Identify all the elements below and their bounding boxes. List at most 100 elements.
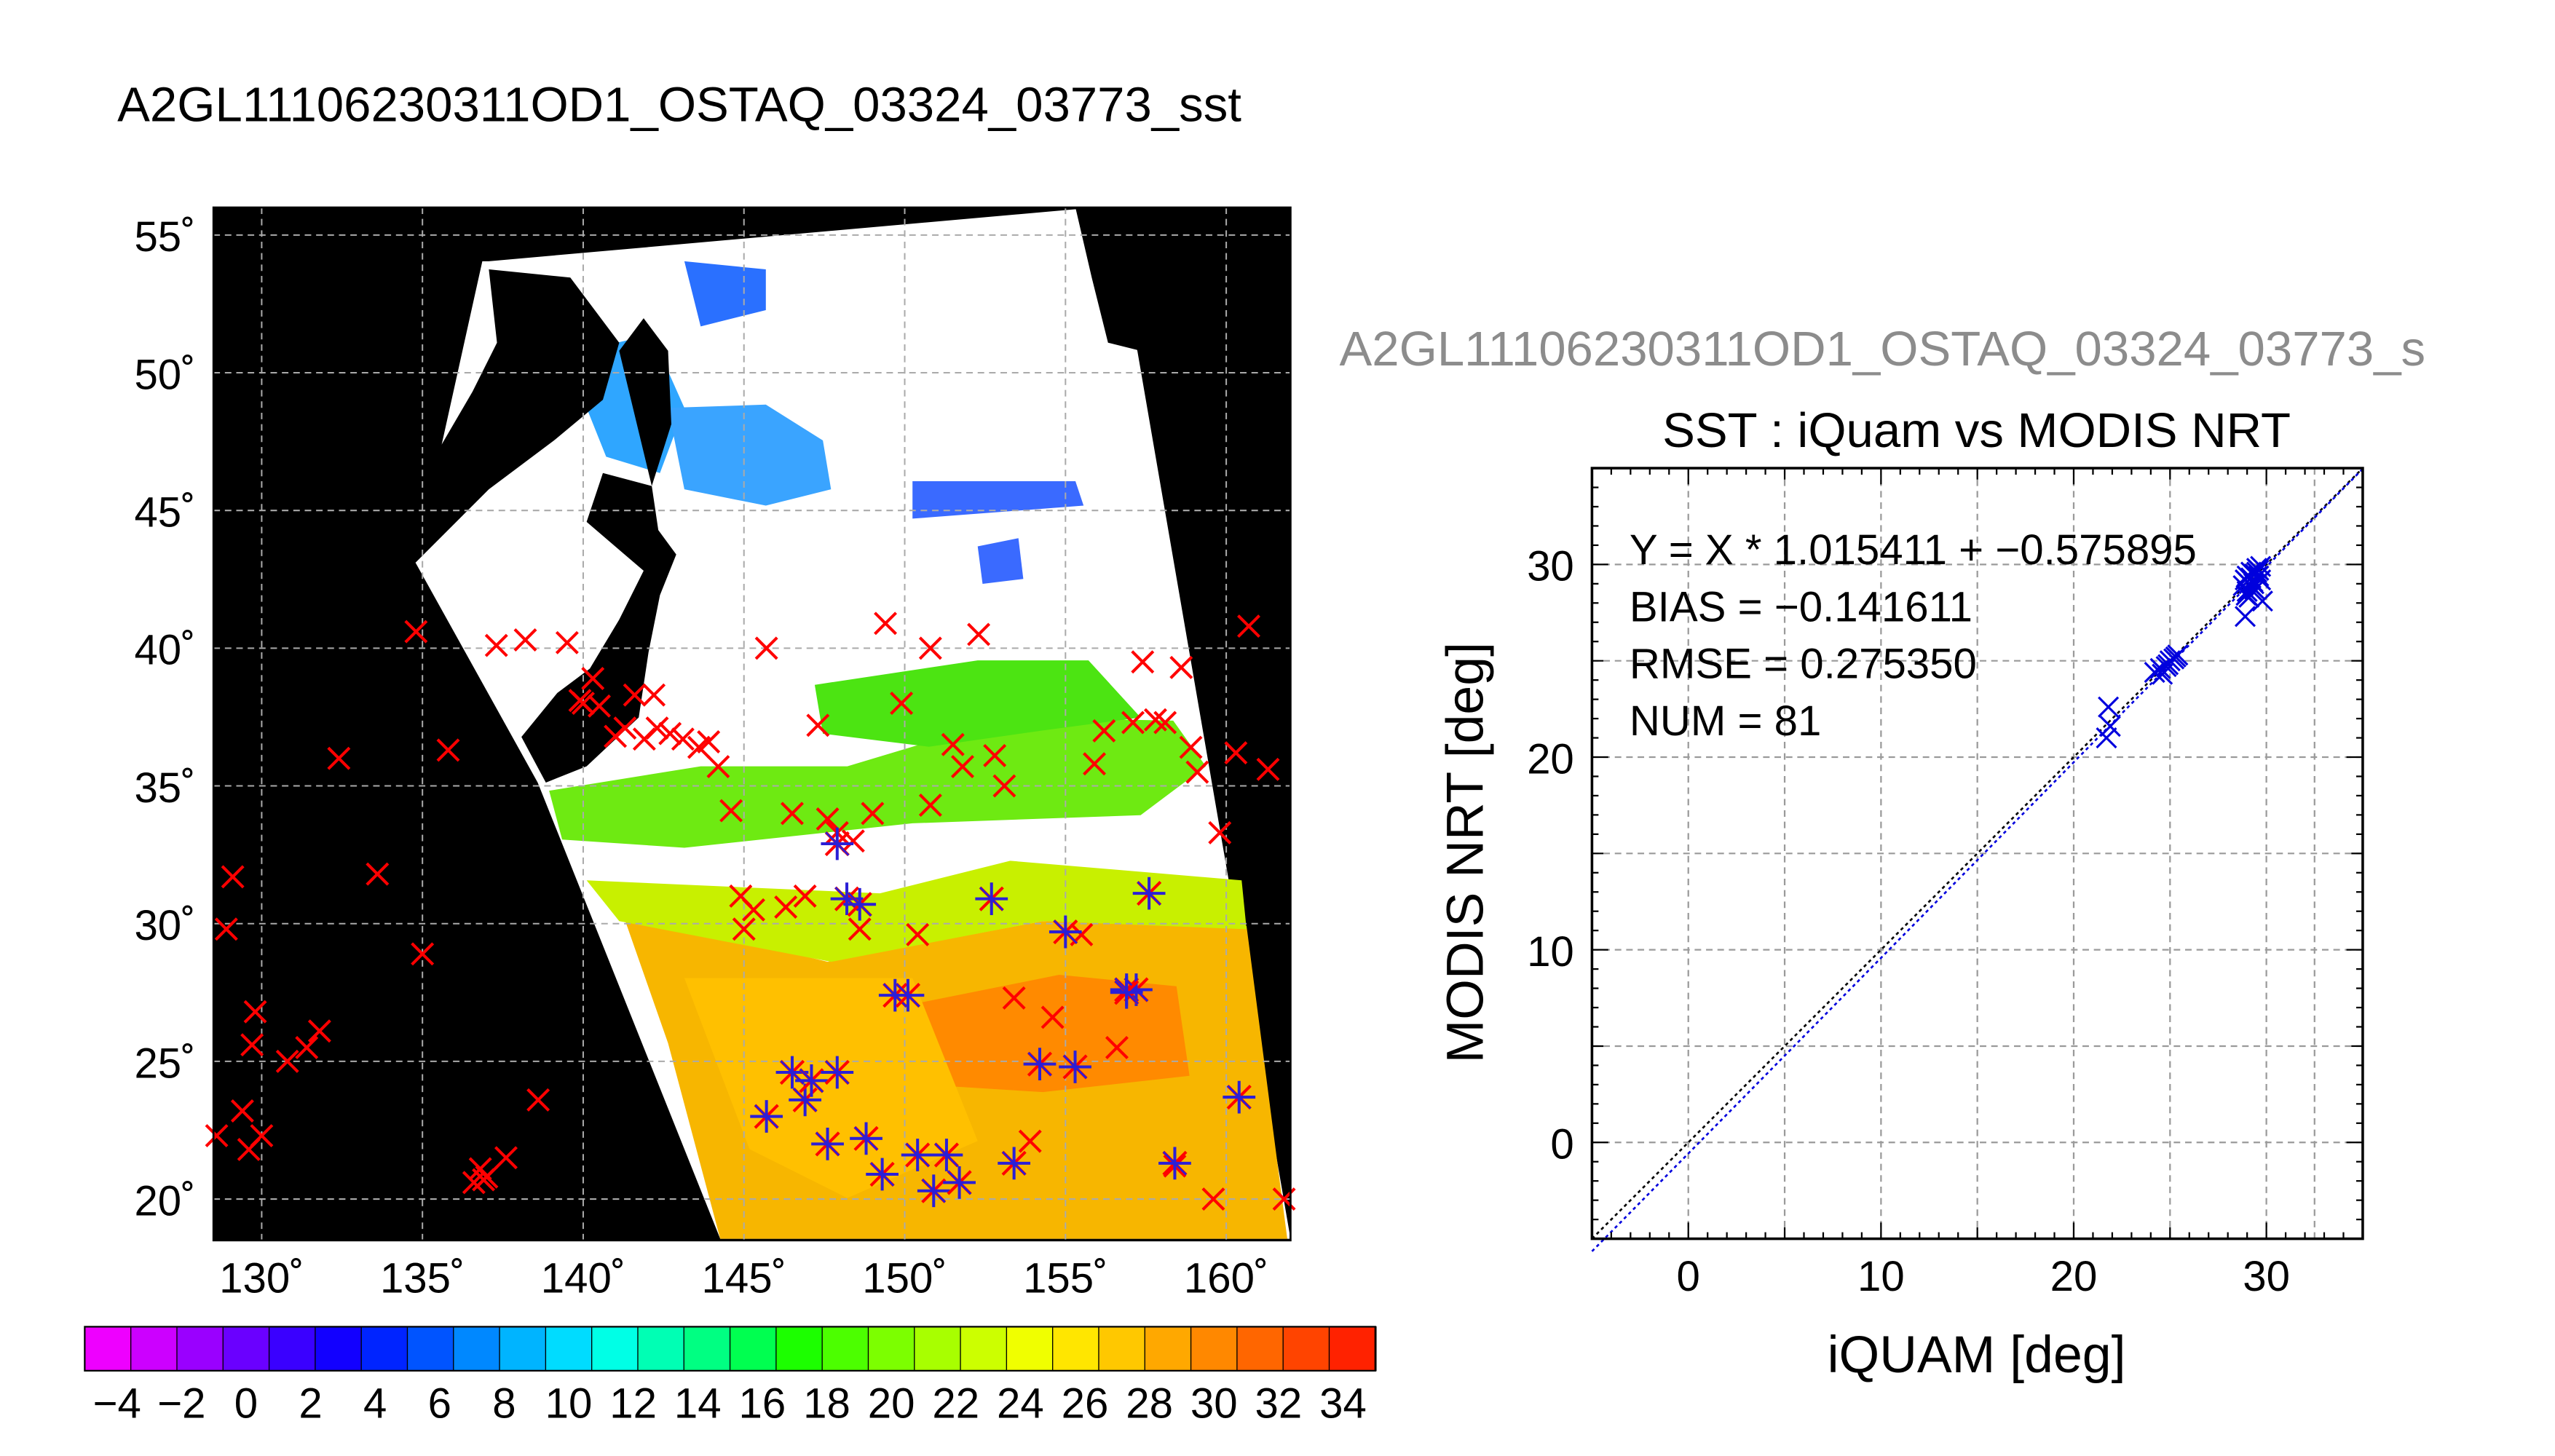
colorbar-label: 30 xyxy=(1190,1380,1238,1428)
colorbar-cell xyxy=(406,1326,455,1372)
sst-blue-patches-2 xyxy=(912,480,1084,519)
map-iquam-marker xyxy=(1256,757,1280,781)
map-iquam-marker xyxy=(1131,650,1155,674)
map-matchup-marker xyxy=(917,1174,950,1208)
colorbar-cell xyxy=(84,1326,133,1372)
scatter-point xyxy=(2096,727,2117,749)
scatter-overlay-title: A2GL11106230311OD1_OSTAQ_03324_03773_s xyxy=(1340,322,2426,376)
map-iquam-marker xyxy=(250,1124,274,1148)
land-sakhalin xyxy=(619,318,672,486)
map-matchup-marker xyxy=(998,1147,1031,1180)
map-matchup-marker xyxy=(943,1166,976,1199)
map-lat-tick-label: 45˚ xyxy=(134,489,195,537)
map-iquam-marker xyxy=(1040,1005,1065,1029)
map-matchup-marker xyxy=(850,1122,882,1155)
colorbar-label: 32 xyxy=(1255,1380,1302,1428)
colorbar-cell xyxy=(775,1326,824,1372)
scatter-stats: Y = X * 1.015411 + −0.575895 BIAS = −0.14… xyxy=(1630,526,2197,745)
colorbar-label: 8 xyxy=(492,1380,516,1428)
scatter-y-tick-labels: 0 10 20 30 xyxy=(1527,543,1574,1168)
map-matchup-marker xyxy=(830,882,864,916)
map-iquam-marker xyxy=(967,622,991,646)
map-iquam-marker xyxy=(411,942,435,966)
map-iquam-marker xyxy=(861,802,885,826)
colorbar-label: 26 xyxy=(1062,1380,1109,1428)
map-iquam-marker xyxy=(243,1000,267,1024)
scatter-point xyxy=(2098,696,2120,718)
map-matchup-marker xyxy=(866,1158,899,1191)
colorbar-cell xyxy=(1006,1326,1054,1372)
colorbar-cell xyxy=(960,1326,1008,1372)
map-iquam-marker xyxy=(918,794,942,817)
colorbar-cell xyxy=(867,1326,916,1372)
colorbar-label: 20 xyxy=(868,1380,915,1428)
colorbar-cell xyxy=(1190,1326,1239,1372)
colorbar-label: 24 xyxy=(997,1380,1044,1428)
fit-line xyxy=(1591,468,2364,1252)
map-lon-tick-label: 130˚ xyxy=(219,1254,304,1302)
colorbar-label: 22 xyxy=(932,1380,979,1428)
map-lat-tick-label: 25˚ xyxy=(134,1040,195,1087)
map-matchup-marker xyxy=(811,1128,844,1160)
map-iquam-marker xyxy=(1092,719,1116,743)
map-lon-tick-label: 155˚ xyxy=(1023,1254,1107,1302)
sst-blue-patches-3 xyxy=(977,538,1024,584)
map-iquam-marker xyxy=(1121,711,1145,735)
colorbar-cell xyxy=(315,1326,363,1372)
map-matchup-marker xyxy=(821,1056,854,1089)
map-iquam-marker xyxy=(732,917,756,941)
map-matchup-marker xyxy=(1049,915,1082,949)
figure-title: A2GL11106230311OD1_OSTAQ_03324_03773_sst xyxy=(117,77,1241,132)
map-matchup-marker xyxy=(1132,877,1166,910)
map-iquam-marker xyxy=(1153,711,1177,735)
map-iquam-marker xyxy=(1185,760,1209,784)
map-iquam-marker xyxy=(1179,735,1203,759)
colorbar-labels: −4 −2 0 2 4 6 8 10 12 14 16 18 20 22 24 26 28 30 32 34 xyxy=(93,1380,1367,1428)
colorbar-label: 6 xyxy=(428,1380,451,1428)
map-iquam-marker xyxy=(1169,655,1193,679)
colorbar-cell xyxy=(130,1326,178,1372)
land-kamchatka xyxy=(1075,207,1141,351)
sst-hot-region xyxy=(880,975,1190,1093)
map-iquam-marker xyxy=(874,612,898,636)
map-iquam-marker xyxy=(806,713,830,737)
scatter-point xyxy=(2165,646,2187,668)
map-iquam-marker xyxy=(240,1033,264,1057)
scatter-x-tick-label: 20 xyxy=(2050,1253,2098,1300)
map-iquam-marker xyxy=(366,862,390,886)
map-matchup-marker xyxy=(795,1064,828,1097)
map-iquam-marker xyxy=(588,694,612,718)
identity-line xyxy=(1591,467,2364,1240)
map-iquam-marker xyxy=(513,628,537,652)
map-iquam-marker xyxy=(1201,1187,1225,1211)
scatter-x-tick-label: 30 xyxy=(2243,1253,2290,1300)
map-lat-tick-label: 55˚ xyxy=(134,213,195,261)
map-iquam-marker xyxy=(890,692,914,715)
colorbar-label: −2 xyxy=(157,1380,205,1428)
colorbar-cell xyxy=(1236,1326,1284,1372)
colorbar-cell xyxy=(637,1326,686,1372)
map-iquam-marker xyxy=(1105,1035,1129,1059)
map-iquam-marker xyxy=(1224,741,1248,765)
colorbar-label: 34 xyxy=(1319,1380,1367,1428)
map-iquam-marker xyxy=(295,1035,319,1059)
map-lat-tick-label: 20˚ xyxy=(134,1177,195,1224)
map-iquam-marker xyxy=(327,746,351,770)
map-matchup-marker xyxy=(750,1100,783,1133)
map-matchup-marker xyxy=(1158,1147,1191,1180)
colorbar-cell xyxy=(268,1326,317,1372)
map-iquam-marker xyxy=(754,636,778,660)
colorbar-label: 12 xyxy=(609,1380,657,1428)
map-iquam-marker xyxy=(1018,1129,1042,1153)
map-matchup-marker xyxy=(901,1139,934,1171)
map-iquam-marker xyxy=(307,1019,331,1043)
map-iquam-marker xyxy=(781,802,804,826)
scatter-x-tick-label: 0 xyxy=(1677,1253,1700,1300)
sst-blue-region xyxy=(668,404,832,506)
sst-green-region-2 xyxy=(814,660,1141,747)
map-iquam-marker xyxy=(774,895,798,919)
colorbar-label: −4 xyxy=(93,1380,141,1428)
colorbar-label: 28 xyxy=(1126,1380,1173,1428)
map-iquam-marker xyxy=(484,633,508,657)
scatter-point xyxy=(2152,663,2173,685)
